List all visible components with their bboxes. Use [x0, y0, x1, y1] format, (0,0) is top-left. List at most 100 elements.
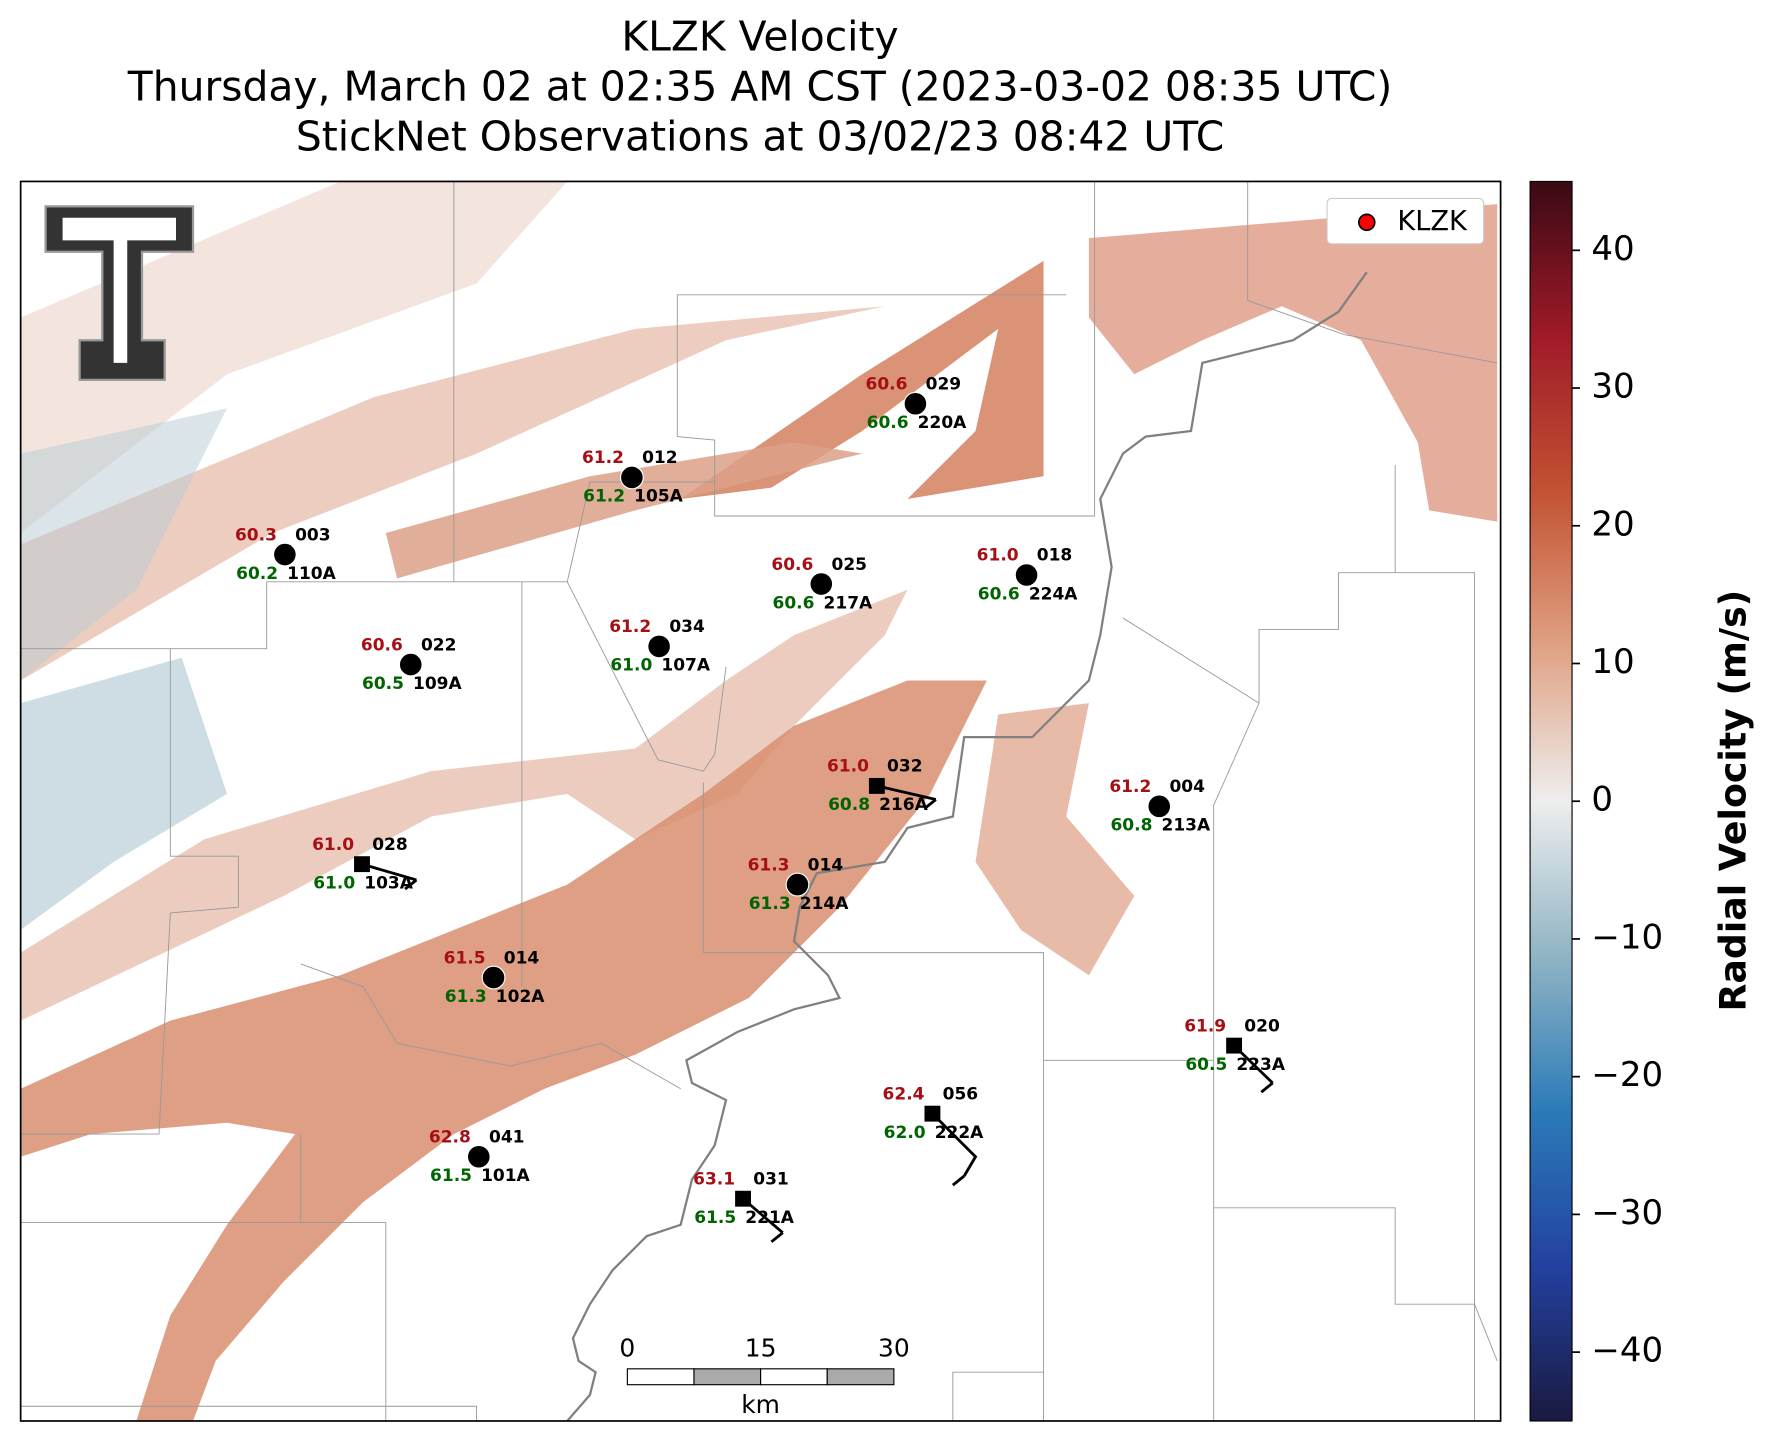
legend-marker [1357, 213, 1376, 232]
dewpoint-label: 61.5 [430, 1166, 472, 1186]
station-id: 029 [926, 374, 962, 394]
temperature-label: 63.1 [693, 1169, 735, 1189]
temperature-label: 61.2 [582, 448, 624, 468]
station-marker [1147, 794, 1172, 819]
temperature-label: 62.8 [429, 1127, 471, 1147]
station-id: 034 [669, 617, 705, 637]
wind-barb-flag [404, 878, 418, 891]
scale-segment [760, 1368, 828, 1386]
station-name: 220A [918, 413, 967, 433]
wind-barb-flag [923, 798, 937, 810]
scale-label: 15 [745, 1334, 777, 1363]
station-name: 103A [364, 873, 413, 893]
temperature-label: 61.0 [827, 757, 869, 777]
colorbar-tick-label: 10 [1591, 642, 1634, 682]
temperature-label: 61.0 [977, 546, 1019, 566]
station-name: 224A [1029, 584, 1078, 604]
station-id: 020 [1244, 1016, 1280, 1036]
dewpoint-label: 60.8 [828, 795, 870, 815]
dewpoint-label: 61.3 [445, 987, 487, 1007]
dewpoint-label: 61.0 [313, 873, 355, 893]
station-marker [809, 572, 834, 596]
station-id: 025 [831, 555, 867, 575]
temperature-label: 61.2 [1109, 777, 1151, 797]
station-name: 102A [496, 987, 545, 1007]
station-marker [1014, 563, 1039, 587]
station-id: 032 [887, 757, 923, 777]
dewpoint-label: 60.5 [1185, 1055, 1227, 1075]
station-id: 022 [421, 635, 457, 655]
station-id: 031 [753, 1169, 789, 1189]
station-marker [903, 391, 928, 416]
temperature-label: 62.4 [883, 1084, 925, 1104]
station-name: 101A [481, 1166, 530, 1186]
station-id: 003 [295, 525, 331, 545]
scale-segment [826, 1368, 895, 1386]
station-name: 221A [745, 1208, 794, 1228]
dewpoint-label: 60.2 [236, 564, 278, 584]
temperature-label: 60.6 [866, 374, 908, 394]
station-marker [1226, 1037, 1243, 1054]
station-name: 110A [287, 564, 336, 584]
colorbar-tick-label: −30 [1591, 1193, 1663, 1233]
temperature-label: 61.3 [748, 855, 790, 875]
wind-barb-flag [951, 1174, 966, 1187]
dewpoint-label: 60.6 [773, 593, 815, 613]
station-id: 056 [943, 1084, 979, 1104]
station-name: 213A [1162, 816, 1211, 836]
station-marker [868, 777, 885, 794]
station-marker [481, 965, 506, 990]
scale-segment [693, 1368, 762, 1386]
station-name: 223A [1236, 1055, 1285, 1075]
logo [44, 205, 195, 382]
dewpoint-label: 60.8 [1110, 816, 1152, 836]
dewpoint-label: 60.5 [362, 674, 404, 694]
county-lines [20, 181, 1498, 1421]
colorbar-tick-label: 40 [1591, 229, 1634, 269]
title: KLZK Velocity [621, 13, 898, 61]
station-id: 012 [642, 448, 678, 468]
colorbar-tick-label: 20 [1591, 504, 1634, 544]
dewpoint-label: 62.0 [884, 1123, 926, 1143]
wind-barb [931, 1112, 978, 1177]
station-marker [619, 465, 644, 490]
temperature-label: 61.5 [444, 948, 486, 968]
station-marker [272, 542, 297, 567]
station-marker [398, 652, 423, 677]
scale-label: 0 [619, 1334, 635, 1363]
dewpoint-label: 60.6 [867, 413, 909, 433]
station-name: 214A [800, 894, 849, 914]
temperature-label: 61.0 [312, 835, 354, 855]
station-marker [647, 634, 672, 659]
scale-label: 30 [878, 1334, 910, 1363]
temperature-label: 61.2 [609, 617, 651, 637]
legend-label: KLZK [1397, 206, 1468, 237]
station-name: 107A [661, 656, 710, 676]
station-name: 109A [413, 674, 462, 694]
dewpoint-label: 61.0 [610, 656, 652, 676]
dewpoint-label: 61.3 [749, 894, 791, 914]
station-name: 217A [824, 593, 873, 613]
dewpoint-label: 61.2 [583, 487, 625, 507]
colorbar-tick-label: −40 [1591, 1331, 1663, 1371]
station-id: 014 [808, 855, 844, 875]
colorbar-tick-label: 0 [1591, 780, 1613, 820]
station-marker [735, 1190, 751, 1207]
colorbar-label: Radial Velocity (m/s) [1711, 590, 1754, 1012]
station-name: 222A [935, 1123, 984, 1143]
temperature-label: 60.6 [361, 635, 403, 655]
temperature-label: 60.6 [771, 555, 813, 575]
radar-echoes [20, 181, 1498, 1421]
dewpoint-label: 60.6 [978, 584, 1020, 604]
station-marker [466, 1144, 491, 1169]
subtitle: StickNet Observations at 03/02/23 08:42 … [296, 112, 1224, 160]
colorbar-tick-label: −10 [1591, 917, 1663, 957]
scale-unit: km [741, 1390, 780, 1419]
colorbar-tick-label: 30 [1591, 367, 1634, 407]
scale-bar: 0 15 30 km [619, 1334, 909, 1420]
wind-barb-flag [770, 1231, 784, 1243]
station-id: 018 [1037, 546, 1073, 566]
station-name: 216A [879, 795, 928, 815]
